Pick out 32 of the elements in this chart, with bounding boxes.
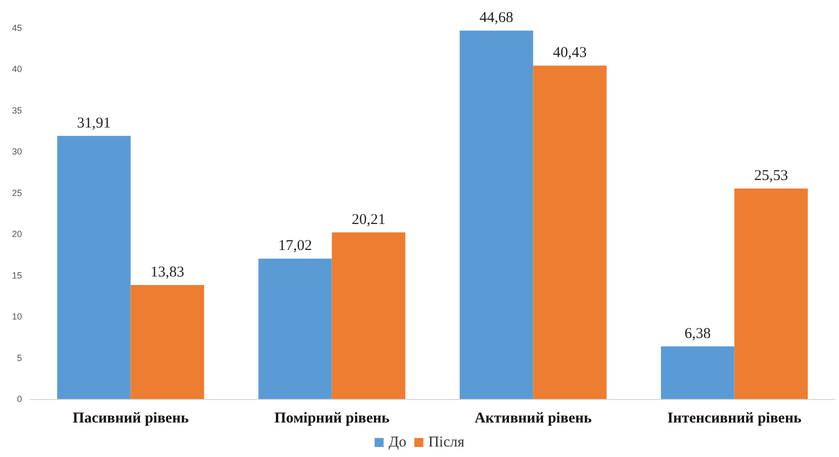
y-tick-label: 45 (12, 23, 22, 33)
data-label: 6,38 (684, 326, 711, 342)
bar (258, 258, 332, 399)
y-tick-label: 30 (12, 146, 22, 157)
bar (660, 346, 734, 399)
data-label: 40,43 (552, 45, 587, 62)
bar (130, 284, 204, 399)
data-label: 31,91 (77, 115, 111, 132)
y-tick-label: 25 (12, 188, 22, 198)
legend-label: Після (428, 434, 464, 450)
y-tick-label: 5 (16, 352, 22, 363)
bar (533, 66, 607, 399)
data-label: 20,21 (352, 212, 386, 228)
data-label: 13,83 (150, 264, 184, 280)
y-tick-label: 35 (12, 105, 22, 116)
data-label: 44,68 (480, 10, 514, 26)
y-tick-label: 40 (12, 64, 22, 74)
x-tick-label: Активний рівень (474, 410, 592, 426)
y-tick-label: 10 (12, 312, 22, 322)
data-label: 17,02 (278, 238, 312, 254)
bar (734, 188, 808, 399)
legend-label: До (388, 434, 406, 450)
y-tick-label: 15 (12, 270, 22, 280)
data-label: 25,53 (754, 168, 788, 184)
x-tick-label: Інтенсивний рівень (667, 410, 802, 426)
bar (57, 136, 131, 399)
bar (332, 232, 406, 399)
y-tick-label: 0 (16, 394, 22, 404)
y-tick-label: 20 (12, 229, 22, 240)
x-tick-label: Помірний рівень (274, 410, 390, 426)
x-tick-label: Пасивний рівень (72, 410, 189, 426)
bar (460, 30, 534, 399)
